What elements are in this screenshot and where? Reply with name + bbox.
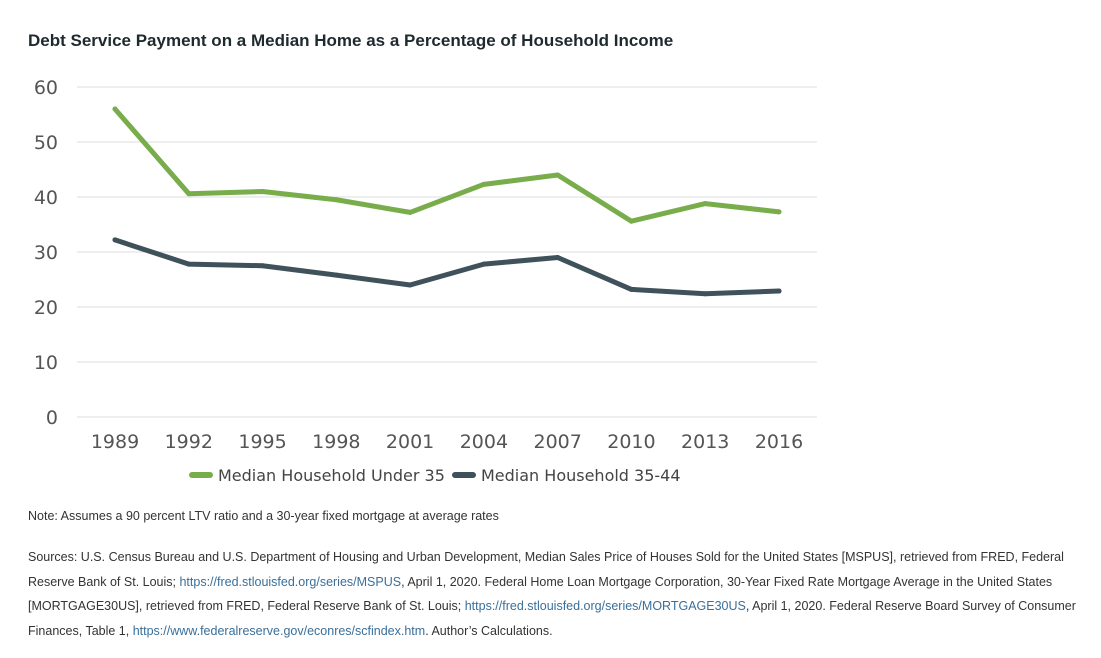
y-tick-label: 20 — [34, 297, 58, 319]
data-point — [112, 237, 118, 243]
y-tick-label: 30 — [34, 242, 58, 264]
series-lines — [112, 106, 782, 297]
data-point — [407, 282, 413, 288]
mortgage30us-link[interactable]: https://fred.stlouisfed.org/series/MORTG… — [464, 599, 746, 613]
data-point — [333, 197, 339, 203]
sources-part-4: . Author’s Calculations. — [425, 623, 553, 638]
x-tick-label: 2010 — [607, 431, 655, 453]
y-tick-label: 0 — [46, 407, 58, 429]
data-point — [628, 218, 634, 224]
data-point — [186, 261, 192, 267]
x-tick-label: 2007 — [533, 431, 581, 453]
grid-lines — [77, 86, 817, 418]
x-tick-label: 2001 — [386, 431, 434, 453]
scf-link[interactable]: https://www.federalreserve.gov/econres/s… — [132, 623, 426, 638]
legend-label: Median Household 35-44 — [481, 466, 681, 485]
chart-note: Note: Assumes a 90 percent LTV ratio and… — [28, 509, 499, 523]
data-point — [481, 261, 487, 267]
data-point — [186, 191, 192, 197]
y-axis-ticks: 0 10 20 30 40 50 60 — [34, 77, 58, 429]
y-tick-label: 40 — [34, 187, 58, 209]
sources-text: Sources: U.S. Census Bureau and U.S. Dep… — [28, 545, 1078, 643]
sources-part-2: , April 1, 2020. Federal Home Loan Mortg… — [28, 574, 1053, 614]
line-chart: 0 10 20 30 40 50 60 1989 1992 1995 1998 2001 2004 20… — [34, 77, 817, 485]
data-point — [260, 189, 266, 194]
x-tick-label: 1998 — [312, 431, 360, 453]
data-point — [776, 288, 782, 294]
chart-title: Debt Service Payment on a Median Home as… — [28, 31, 674, 50]
data-point — [555, 172, 561, 178]
x-tick-label: 1992 — [165, 431, 213, 453]
data-point — [702, 291, 708, 297]
x-tick-label: 1995 — [238, 431, 286, 453]
data-point — [702, 201, 708, 207]
x-tick-label: 1989 — [91, 431, 139, 453]
x-axis-ticks: 1989 1992 1995 1998 2001 2004 2007 2010 2013 2016 — [91, 431, 803, 453]
y-tick-label: 10 — [34, 352, 58, 374]
legend-label: Median Household Under 35 — [218, 466, 445, 485]
x-tick-label: 2013 — [681, 431, 729, 453]
y-tick-label: 50 — [34, 132, 58, 154]
data-point — [555, 255, 561, 260]
mspus-link[interactable]: https://fred.stlouisfed.org/series/MSPUS — [179, 574, 402, 589]
series-line-under-35 — [112, 106, 782, 224]
data-point — [481, 181, 487, 187]
sources-part-1: Sources: U.S. Census Bureau and U.S. Dep… — [28, 550, 1064, 589]
legend: Median Household Under 35 Median Househol… — [189, 466, 681, 485]
data-point — [776, 209, 782, 215]
series-line-35-44 — [112, 237, 782, 297]
y-tick-label: 60 — [34, 77, 58, 99]
x-tick-label: 2004 — [460, 431, 508, 453]
data-point — [112, 106, 118, 112]
sources-part-3: , April 1, 2020. Federal Reserve Board S… — [28, 599, 1076, 638]
data-point — [333, 272, 339, 278]
x-tick-label: 2016 — [755, 431, 803, 453]
data-point — [628, 286, 634, 292]
data-point — [407, 209, 413, 215]
data-point — [260, 263, 266, 269]
